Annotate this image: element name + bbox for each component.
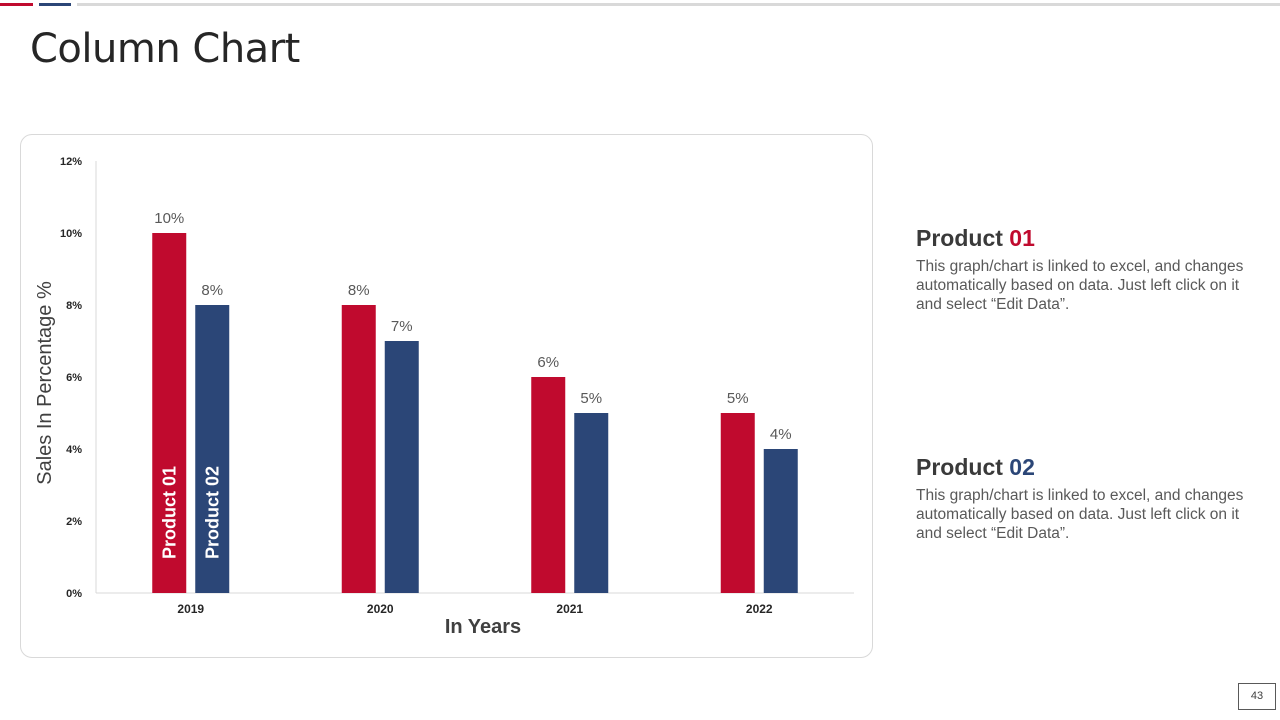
data-label: 5% <box>727 390 749 407</box>
top-accent-blue <box>39 3 71 6</box>
legend-title-product-01: Product 01 <box>916 225 1246 251</box>
slide-title: Column Chart <box>30 26 300 72</box>
x-axis-title: In Years <box>445 616 521 638</box>
data-label: 4% <box>770 426 792 443</box>
bar-product-02-2022 <box>763 449 798 593</box>
chart-card[interactable]: 0% 2% 4% 6% 8% 10% 12% 10% Product 01 8% Product 0… <box>20 134 873 658</box>
bar-product-01-2022 <box>720 413 755 593</box>
column-chart[interactable]: 0% 2% 4% 6% 8% 10% 12% 10% Product 01 8% Product 0… <box>21 135 872 657</box>
bar-product-01-2021 <box>531 377 566 593</box>
x-tick-label: 2019 <box>177 602 204 616</box>
data-label: 7% <box>391 318 413 335</box>
bar-product-01-2019 <box>152 233 187 593</box>
legend-title-product-02: Product 02 <box>916 454 1246 480</box>
top-accent-red <box>0 3 33 6</box>
y-tick-label: 10% <box>60 228 82 240</box>
legend-title-number: 01 <box>1009 225 1035 251</box>
bar-product-01-2020 <box>341 305 376 593</box>
legend-title-number: 02 <box>1009 454 1035 480</box>
bar-series-label: Product 01 <box>159 466 179 559</box>
x-tick-label: 2021 <box>556 602 583 616</box>
data-label: 8% <box>348 282 370 299</box>
legend-description-product-01: This graph/chart is linked to excel, and… <box>916 258 1244 314</box>
bar-product-02-2021 <box>574 413 609 593</box>
legend-title-word: Product <box>916 454 1003 480</box>
y-tick-label: 12% <box>60 156 82 168</box>
y-tick-label: 4% <box>66 444 82 456</box>
y-tick-label: 8% <box>66 300 82 312</box>
data-label: 5% <box>580 390 602 407</box>
bar-series-label: Product 02 <box>202 466 222 559</box>
page-number: 43 <box>1238 683 1276 710</box>
legend-block-product-02: Product 02 This graph/chart is linked to… <box>916 454 1246 543</box>
legend-description-product-02: This graph/chart is linked to excel, and… <box>916 487 1244 543</box>
x-tick-label: 2022 <box>746 602 773 616</box>
top-accent-line <box>77 3 1280 6</box>
data-label: 10% <box>154 210 184 227</box>
y-tick-label: 2% <box>66 516 82 528</box>
bar-product-02-2020 <box>384 341 419 593</box>
x-tick-label: 2020 <box>367 602 394 616</box>
legend-title-word: Product <box>916 225 1003 251</box>
data-label: 8% <box>201 282 223 299</box>
legend-block-product-01: Product 01 This graph/chart is linked to… <box>916 225 1246 314</box>
y-tick-label: 0% <box>66 588 82 600</box>
y-tick-label: 6% <box>66 372 82 384</box>
bar-product-02-2019 <box>195 305 230 593</box>
data-label: 6% <box>537 354 559 371</box>
y-axis-title: Sales In Percentage % <box>34 281 56 485</box>
